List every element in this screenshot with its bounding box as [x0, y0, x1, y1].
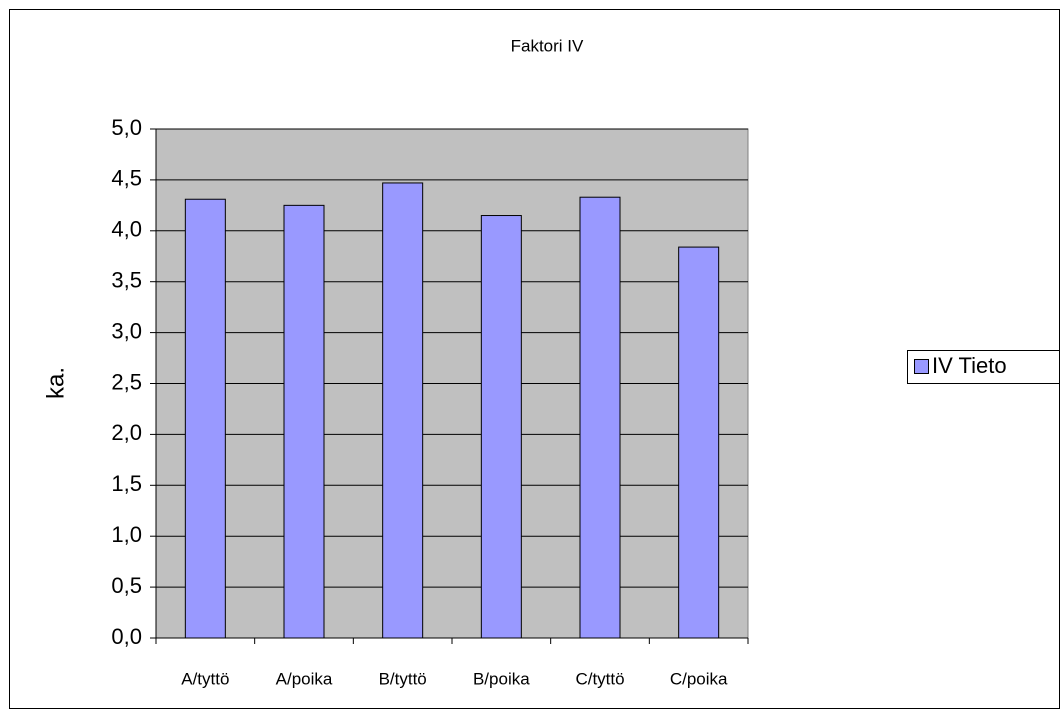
x-tick-label: B/poika	[473, 669, 530, 688]
x-tick-label: B/tyttö	[379, 669, 427, 688]
legend-label: IV Tieto	[932, 353, 1007, 378]
y-tick-label: 0,0	[111, 624, 142, 649]
bar	[579, 196, 621, 639]
y-tick-label: 2,5	[111, 369, 142, 394]
y-tick-label: 2,0	[111, 420, 142, 445]
bar	[678, 246, 720, 639]
bar	[283, 204, 325, 639]
y-tick-label: 4,5	[111, 166, 142, 191]
y-tick-label: 3,5	[111, 268, 142, 293]
y-tick-label: 3,0	[111, 318, 142, 343]
y-tick-label: 5,0	[111, 115, 142, 140]
y-tick-label: 1,0	[111, 522, 142, 547]
x-tick-label: C/tyttö	[575, 669, 624, 688]
x-tick-label: A/poika	[276, 669, 333, 688]
bar	[382, 182, 424, 639]
y-tick-label: 1,5	[111, 471, 142, 496]
legend-swatch	[914, 359, 929, 374]
legend-box	[907, 350, 1060, 384]
bar	[480, 215, 522, 639]
chart-title: Faktori IV	[511, 36, 584, 55]
y-axis-label: ka.	[42, 367, 69, 399]
x-tick-label: A/tyttö	[181, 669, 229, 688]
y-tick-label: 4,0	[111, 217, 142, 242]
bar	[184, 198, 226, 639]
y-tick-label: 0,5	[111, 573, 142, 598]
x-tick-label: C/poika	[670, 669, 728, 688]
